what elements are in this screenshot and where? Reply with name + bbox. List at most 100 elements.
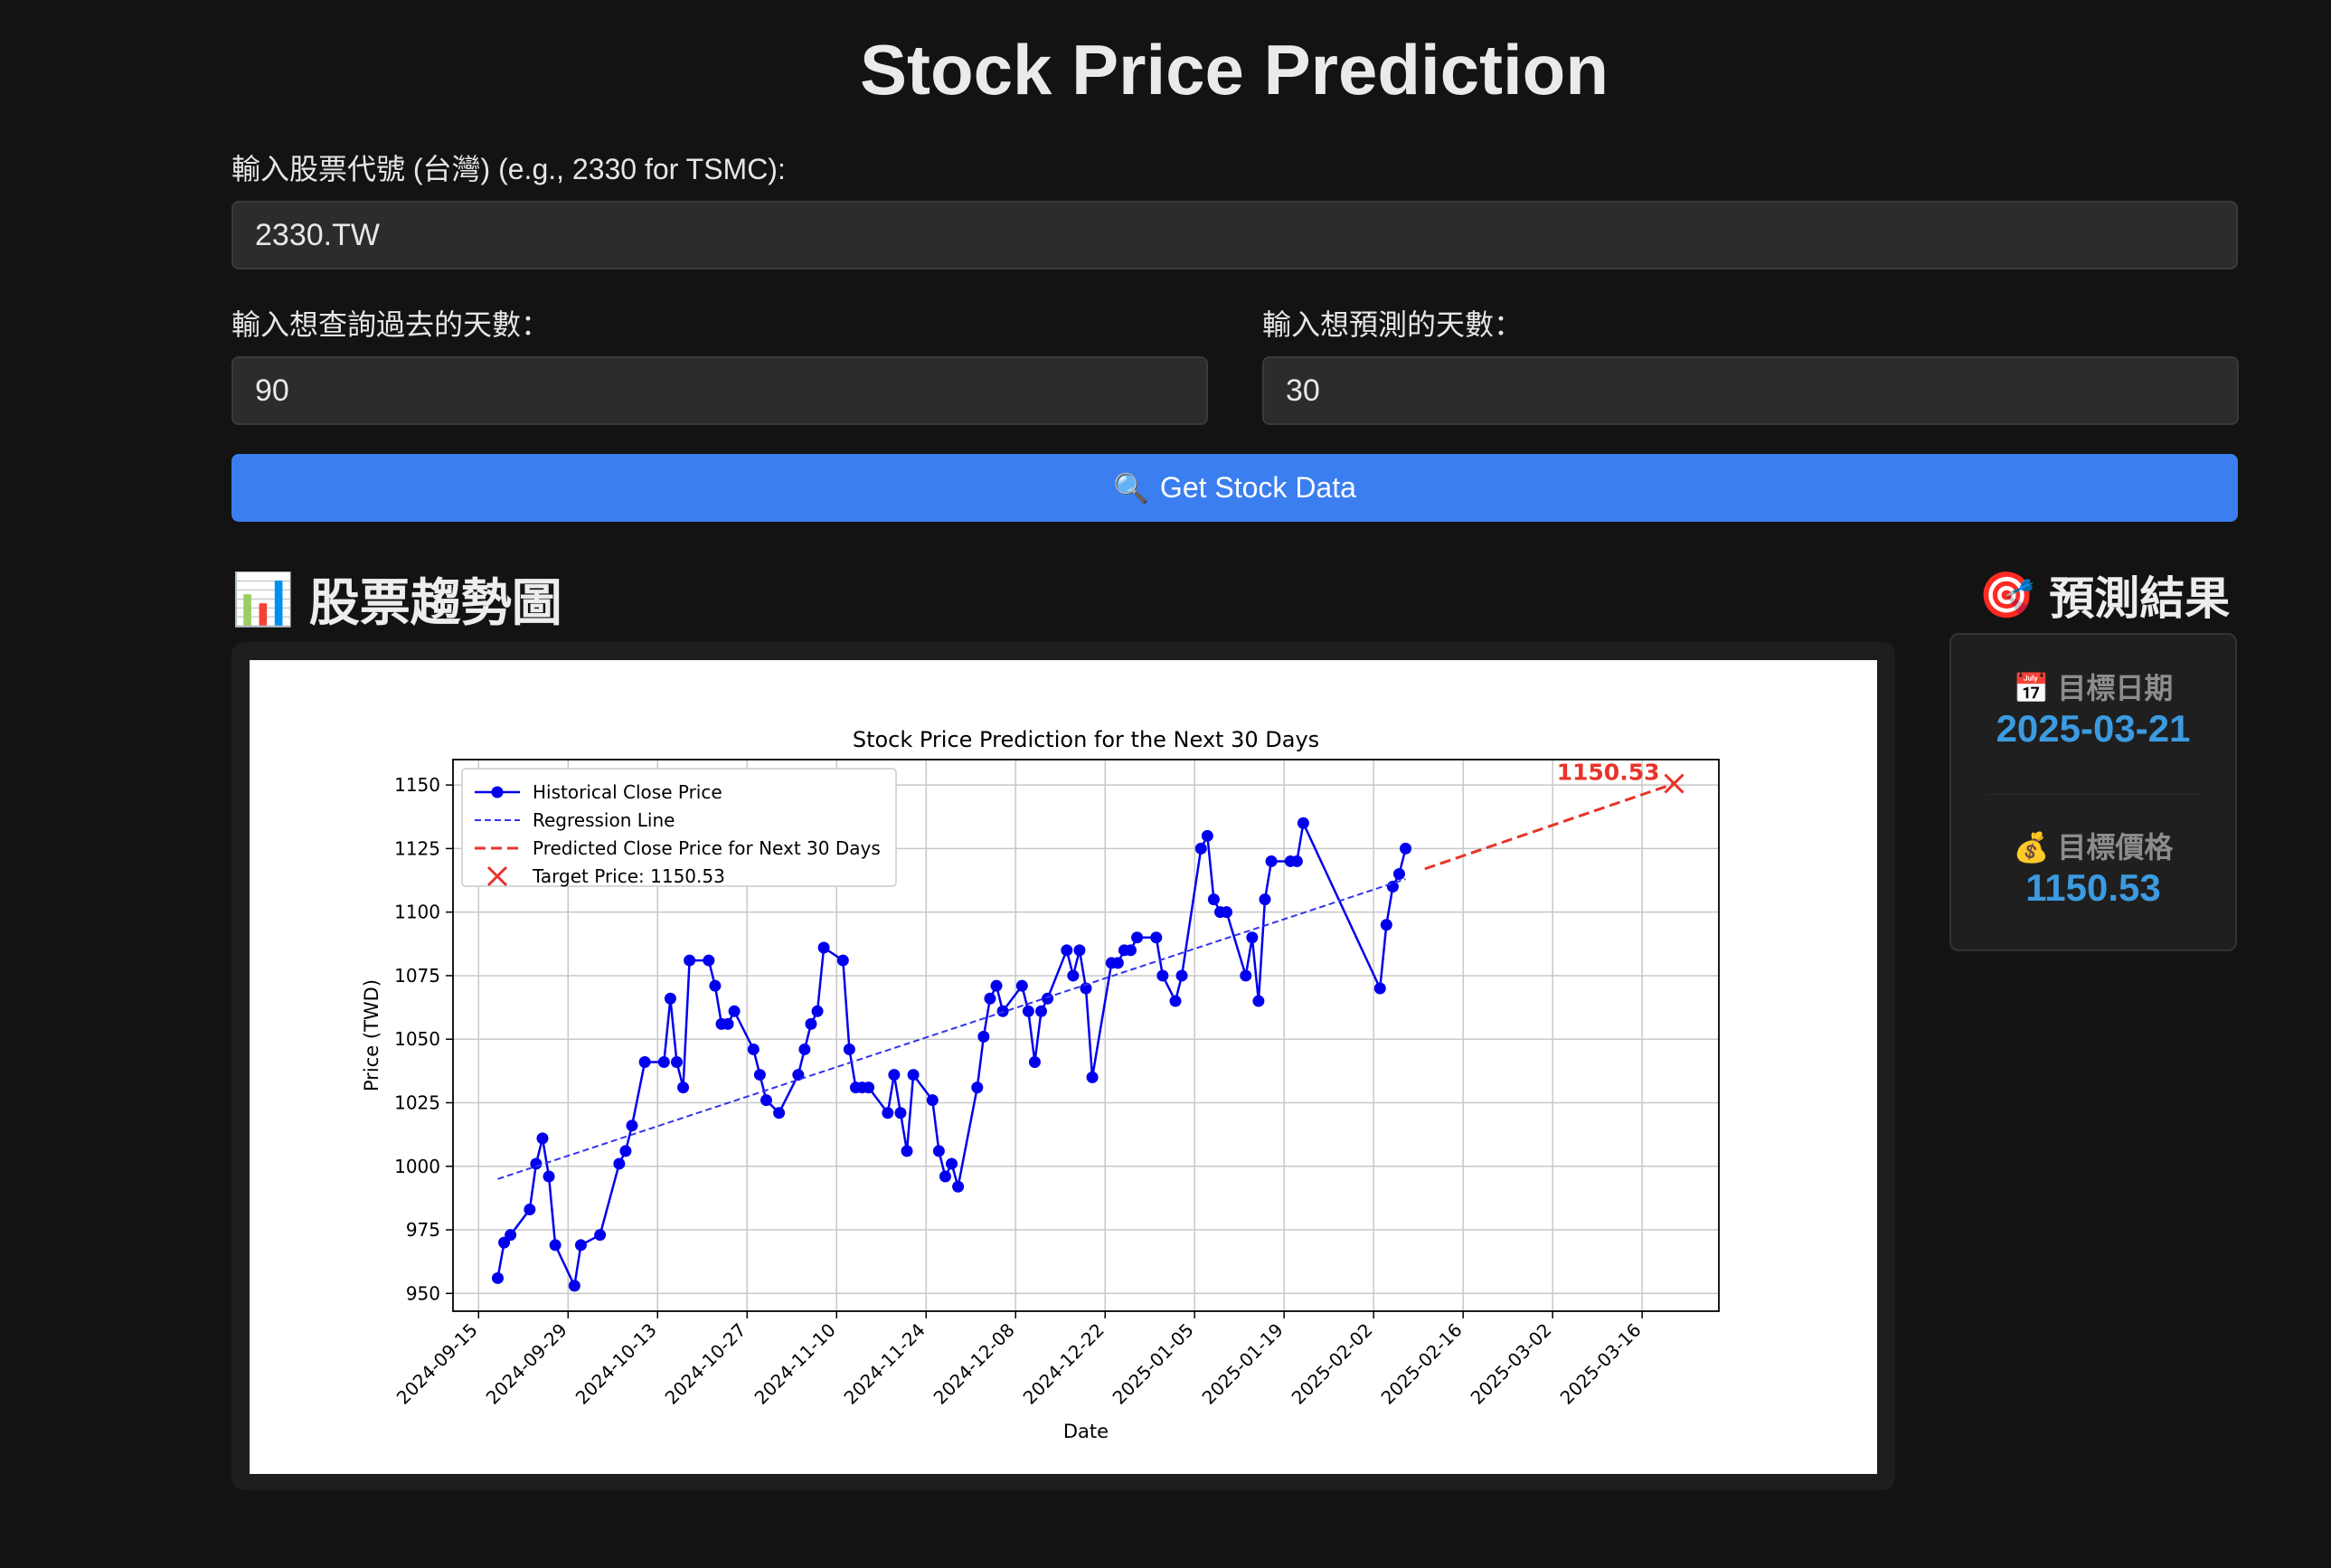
historical-price-point xyxy=(1067,969,1080,982)
chart-canvas: 950 975 1000 1025 1050 1075 1100 1125 1150 2024-0… xyxy=(250,660,1877,1474)
historical-price-point xyxy=(798,1043,811,1055)
historical-price-point xyxy=(728,1005,741,1017)
historical-price-point xyxy=(1194,842,1207,855)
historical-price-point xyxy=(1246,931,1259,944)
historical-price-point xyxy=(568,1280,580,1292)
search-icon: 🔍 xyxy=(1113,471,1149,505)
legend-swatch-historical-dot xyxy=(491,786,504,798)
historical-price-point xyxy=(549,1239,562,1252)
x-tick-label: 2024-09-29 xyxy=(482,1319,571,1409)
historical-price-point xyxy=(1169,995,1182,1007)
x-tick-label: 2024-12-22 xyxy=(1019,1319,1109,1409)
historical-price-point xyxy=(882,1107,894,1119)
target-price-marker xyxy=(1664,773,1685,794)
x-axis-label: Date xyxy=(1063,1421,1109,1442)
historical-price-point xyxy=(530,1157,543,1170)
ticker-label: 輸入股票代號 (台灣) (e.g., 2330 for TSMC): xyxy=(231,153,786,185)
page-title: Stock Price Prediction xyxy=(860,30,1609,109)
historical-price-point xyxy=(888,1069,901,1082)
y-tick-label: 975 xyxy=(406,1219,440,1241)
historical-price-point xyxy=(773,1107,786,1119)
x-tick-label: 2024-12-08 xyxy=(930,1319,1019,1409)
historical-price-point xyxy=(863,1082,875,1094)
chart-heading: 📊 股票趨勢圖 xyxy=(231,562,562,636)
x-tick-label: 2025-01-19 xyxy=(1198,1319,1288,1409)
historical-price-point xyxy=(1297,817,1309,829)
historical-price-point xyxy=(932,1145,945,1157)
target-date-value: 2025-03-21 xyxy=(1996,707,2191,750)
historical-price-point xyxy=(638,1056,651,1069)
y-tick-label: 1075 xyxy=(394,965,440,987)
historical-price-point xyxy=(1380,919,1392,931)
stock-chart: 950 975 1000 1025 1050 1075 1100 1125 1150 2024-0… xyxy=(361,727,1720,1442)
historical-price-line xyxy=(496,819,1407,1290)
historical-price-point xyxy=(1015,979,1028,992)
historical-price-point xyxy=(817,941,830,954)
historical-price-point xyxy=(524,1204,536,1216)
x-tick-label: 2024-09-15 xyxy=(392,1319,482,1409)
historical-price-point xyxy=(805,1017,817,1030)
historical-price-point xyxy=(753,1069,766,1082)
y-tick-label: 1100 xyxy=(394,902,440,923)
historical-price-point xyxy=(836,954,849,967)
historical-price-point xyxy=(543,1170,555,1183)
historical-price-point xyxy=(1373,982,1386,995)
historical-price-point xyxy=(1073,944,1086,957)
x-tick-label: 2025-03-16 xyxy=(1556,1319,1646,1409)
target-icon: 🎯 xyxy=(1978,569,2035,620)
historical-price-point xyxy=(491,1271,504,1284)
historical-price-point xyxy=(1131,931,1144,944)
historical-price-point xyxy=(664,992,676,1005)
y-tick-label: 1025 xyxy=(394,1091,440,1113)
historical-price-point xyxy=(1156,969,1169,982)
historical-price-point xyxy=(747,1043,760,1055)
historical-price-point xyxy=(574,1239,587,1252)
historical-price-point xyxy=(1201,829,1213,842)
historical-price-point xyxy=(1392,867,1405,880)
x-tick-label: 2025-02-16 xyxy=(1377,1319,1467,1409)
historical-price-point xyxy=(984,992,996,1005)
historical-price-point xyxy=(952,1180,965,1193)
legend-label: Regression Line xyxy=(533,809,675,831)
historical-price-point xyxy=(792,1069,805,1082)
future-days-input[interactable]: 30 xyxy=(1262,356,2239,425)
historical-price-point xyxy=(1240,969,1252,982)
historical-price-point xyxy=(1400,842,1412,855)
historical-price-point xyxy=(670,1056,683,1069)
legend-label: Target Price: 1150.53 xyxy=(532,865,725,887)
get-stock-data-button[interactable]: 🔍 Get Stock Data xyxy=(231,454,2238,522)
y-tick-label: 1050 xyxy=(394,1028,440,1050)
historical-price-point xyxy=(971,1082,984,1094)
historical-price-point xyxy=(677,1082,690,1094)
historical-price-point xyxy=(1028,1056,1041,1069)
historical-price-point xyxy=(1124,944,1137,957)
legend-swatch-target xyxy=(486,865,508,887)
historical-price-point xyxy=(843,1043,855,1055)
chart-title: Stock Price Prediction for the Next 30 D… xyxy=(853,727,1319,752)
calendar-icon: 📅 xyxy=(2013,672,2050,704)
historical-price-point xyxy=(1175,969,1188,982)
target-price-label: 目標價格 xyxy=(2057,831,2174,864)
past-days-input[interactable]: 90 xyxy=(231,356,1208,425)
y-axis-label: Price (TWD) xyxy=(361,979,382,1091)
historical-price-point xyxy=(709,979,722,992)
historical-price-point xyxy=(946,1157,958,1170)
target-price-value: 1150.53 xyxy=(2025,866,2161,909)
historical-price-point xyxy=(703,954,715,967)
y-tick-label: 1125 xyxy=(394,837,440,859)
bar-chart-icon: 📊 xyxy=(231,570,295,628)
historical-price-point xyxy=(907,1069,920,1082)
historical-price-point xyxy=(722,1017,734,1030)
historical-price-point xyxy=(1265,855,1278,867)
money-bag-icon: 💰 xyxy=(2013,831,2050,864)
historical-price-point xyxy=(990,979,1003,992)
ticker-input[interactable]: 2330.TW xyxy=(231,201,2238,269)
legend-box xyxy=(461,768,897,887)
historical-price-point xyxy=(939,1170,951,1183)
prediction-result-card: 📅 目標日期 2025-03-21 💰 目標價格 1150.53 xyxy=(1949,633,2237,951)
historical-price-point xyxy=(613,1157,626,1170)
y-tick-label: 1150 xyxy=(394,774,440,796)
historical-price-point xyxy=(657,1056,670,1069)
historical-price-point xyxy=(594,1229,607,1242)
historical-price-point xyxy=(1061,944,1073,957)
